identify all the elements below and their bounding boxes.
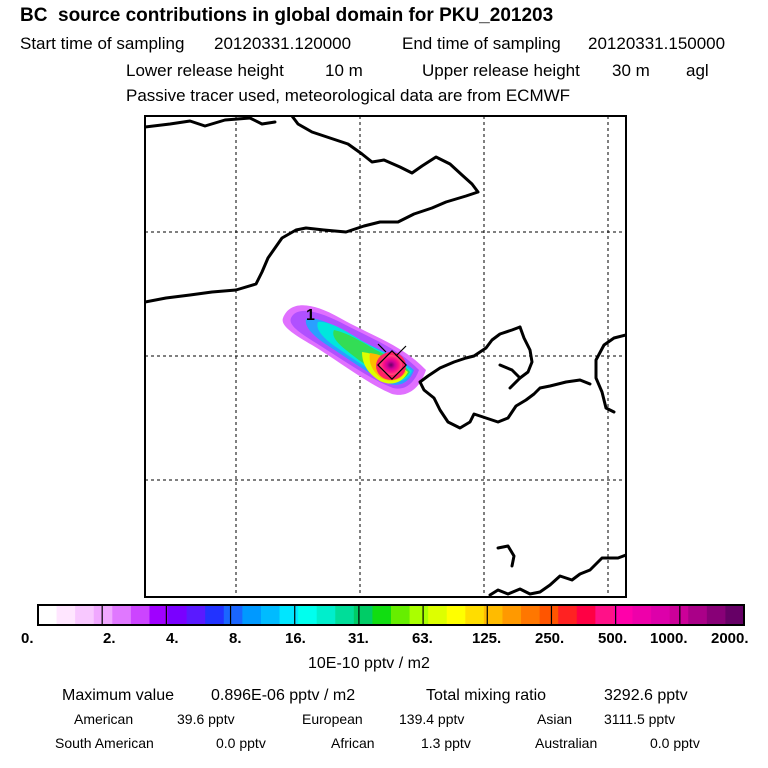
- american-label: American: [74, 711, 134, 727]
- european-value: 139.4 pptv: [399, 711, 465, 727]
- american-value: 39.6 pptv: [177, 711, 235, 727]
- colorbar-tick-label: 4.: [166, 630, 179, 647]
- colorbar-swatch: [725, 605, 745, 625]
- colorbar-swatch: [558, 605, 578, 625]
- colorbar-tick-label: 1000.: [650, 630, 688, 647]
- european-label: European: [302, 711, 363, 727]
- end-time-label: End time of sampling: [402, 34, 561, 53]
- colorbar-swatch: [279, 605, 299, 625]
- colorbar-tick-label: 250.: [535, 630, 565, 647]
- map-frame: [144, 115, 627, 598]
- coastlines: [145, 116, 626, 597]
- colorbar: [38, 605, 745, 625]
- colorbar-swatch: [502, 605, 522, 625]
- colorbar-tick-label: 63.: [412, 630, 433, 647]
- colorbar-swatch: [130, 605, 151, 625]
- colorbar-swatch: [576, 605, 596, 625]
- colorbar-swatch: [465, 605, 485, 625]
- release-site-marker: [377, 343, 407, 380]
- colorbar-swatch: [112, 605, 132, 625]
- australian-value: 0.0 pptv: [650, 735, 700, 751]
- colorbar-swatch: [242, 605, 262, 625]
- australian-label: Australian: [535, 735, 598, 751]
- colorbar-swatch: [706, 605, 727, 625]
- colorbar-tick-label: 2000.: [711, 630, 749, 647]
- map-panel: [145, 116, 626, 597]
- colorbar-swatch: [651, 605, 671, 625]
- end-time-value: 20120331.150000: [588, 34, 726, 53]
- colorbar-swatch: [205, 605, 225, 625]
- colorbar-swatch: [298, 605, 318, 625]
- colorbar-tick-label: 8.: [229, 630, 242, 647]
- colorbar-swatch: [483, 605, 504, 625]
- colorbar-tick-label: 0.: [21, 630, 34, 647]
- start-time-label: Start time of sampling: [20, 34, 185, 53]
- african-value: 1.3 pptv: [421, 735, 471, 751]
- lower-height-label: Lower release height: [126, 61, 284, 80]
- upper-height-label: Upper release height: [422, 61, 580, 80]
- lower-height-value: 10 m: [325, 61, 363, 80]
- colorbar-swatch: [409, 605, 429, 625]
- colorbar-tick-label: 16.: [285, 630, 306, 647]
- colorbar-swatch: [316, 605, 336, 625]
- upper-height-value: 30 m: [612, 61, 650, 80]
- colorbar-swatch: [93, 605, 113, 625]
- colorbar-swatch: [353, 605, 374, 625]
- total-mixing-label: Total mixing ratio: [426, 687, 547, 704]
- colorbar-swatch: [186, 605, 206, 625]
- colorbar-swatch: [149, 605, 169, 625]
- colorbar-tick-label: 125.: [472, 630, 502, 647]
- colorbar-swatch: [75, 605, 95, 625]
- south-american-label: South American: [55, 735, 154, 751]
- south-american-value: 0.0 pptv: [216, 735, 266, 751]
- colorbar-frame: [37, 604, 745, 626]
- colorbar-swatch: [391, 605, 411, 625]
- total-mixing-value: 3292.6 pptv: [604, 687, 688, 704]
- colorbar-swatch: [428, 605, 448, 625]
- data-source-note: Passive tracer used, meteorological data…: [126, 86, 571, 105]
- trajectory-marker-label: 1: [306, 307, 315, 324]
- colorbar-swatch: [372, 605, 392, 625]
- asian-value: 3111.5 pptv: [604, 711, 676, 727]
- colorbar-tick-label: 2.: [103, 630, 116, 647]
- colorbar-tick-label: 500.: [598, 630, 628, 647]
- colorbar-swatch: [56, 605, 76, 625]
- colorbar-swatch: [613, 605, 634, 625]
- african-label: African: [331, 735, 375, 751]
- colorbar-unit: 10E-10 pptv / m2: [308, 655, 430, 672]
- colorbar-swatch: [446, 605, 466, 625]
- colorbar-swatch: [595, 605, 615, 625]
- height-unit: agl: [686, 61, 709, 80]
- map-title: BC source contributions in global domain…: [20, 5, 554, 26]
- colorbar-swatch: [521, 605, 541, 625]
- colorbar-swatch: [260, 605, 281, 625]
- colorbar-tick-label: 31.: [348, 630, 369, 647]
- colorbar-swatch: [168, 605, 188, 625]
- colorbar-swatch: [688, 605, 708, 625]
- colorbar-swatch: [539, 605, 559, 625]
- colorbar-swatch: [38, 605, 58, 625]
- colorbar-swatch: [335, 605, 355, 625]
- colorbar-swatch: [223, 605, 243, 625]
- start-time-value: 20120331.120000: [214, 34, 352, 53]
- asian-label: Asian: [537, 711, 573, 727]
- colorbar-swatch: [632, 605, 652, 625]
- tracer-plume: [282, 305, 426, 395]
- max-value-label: Maximum value: [62, 687, 175, 704]
- max-value: 0.896E-06 pptv / m2: [211, 687, 356, 704]
